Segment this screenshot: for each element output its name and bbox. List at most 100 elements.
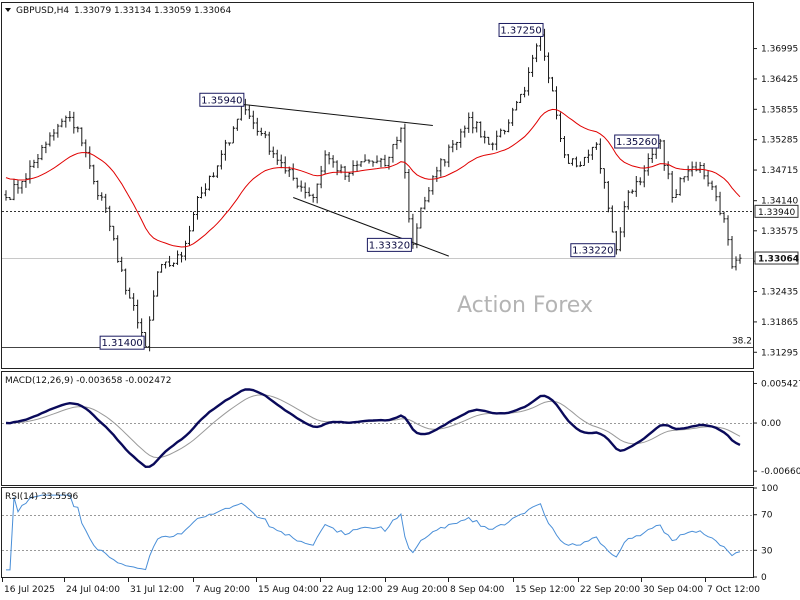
ohlc-bar [375, 155, 379, 164]
high-value: 1.33134 [114, 6, 151, 16]
ohlc-bar [12, 178, 16, 201]
ohlc-bar [562, 136, 567, 159]
ohlc-bar [128, 287, 132, 299]
header-dropdown-icon[interactable] [5, 8, 11, 12]
close-value: 1.33064 [194, 6, 231, 16]
ohlc-bar [175, 250, 180, 265]
price-label: 1.35940 [199, 92, 245, 107]
price-label: 1.33220 [570, 243, 616, 258]
ohlc-bar [698, 161, 702, 173]
time-tick-label: 24 Jul 04:00 [66, 585, 120, 595]
ohlc-bar [263, 130, 267, 139]
ohlc-bar [56, 123, 60, 138]
macd-tick-label: 0.00 [761, 419, 781, 429]
ohlc-bar [247, 104, 251, 119]
ohlc-bar [606, 181, 610, 213]
macd-tick-label: 0.005427 [761, 379, 800, 389]
ohlc-bar [638, 177, 642, 186]
price-label: 1.33320 [366, 237, 412, 252]
rsi-title: RSI(14) 33.5596 [5, 492, 78, 502]
ohlc-bar [574, 156, 579, 168]
ohlc-bar [88, 146, 92, 169]
ohlc-bar [586, 149, 591, 163]
ohlc-bar [558, 112, 563, 143]
ohlc-bar [319, 165, 323, 189]
ohlc-bar [718, 191, 722, 216]
ohlc-bar [714, 185, 718, 202]
time-tick-label: 22 Aug 12:00 [322, 585, 383, 595]
ohlc-bar [44, 141, 48, 154]
price-tick-label: 1.31865 [761, 318, 798, 328]
rsi-tick-label: 30 [761, 546, 773, 556]
ohlc-bar [52, 129, 56, 141]
ohlc-bar [363, 154, 367, 163]
ohlc-bar [682, 176, 686, 183]
ohlc-bar [295, 177, 299, 189]
svg-text:1.33220: 1.33220 [572, 246, 613, 257]
ohlc-bar [451, 139, 455, 153]
ohlc-bar [598, 138, 602, 174]
ohlc-bar [459, 128, 463, 148]
ohlc-bar [151, 290, 156, 321]
ohlc-bar [144, 331, 148, 348]
ohlc-bar [530, 54, 535, 77]
time-x-axis: 16 Jul 2025 24 Jul 04:00 31 Jul 12:00 7 Aug… [2, 578, 760, 595]
macd-panel-frame [1, 371, 754, 486]
price-tick-label: 1.35855 [761, 105, 798, 115]
ohlc-bar [211, 172, 216, 178]
ohlc-bar [646, 153, 650, 176]
macd-panel: MACD(12,26,9) -0.003658 -0.002472 0.0054… [1, 371, 800, 486]
ohlc-bar [642, 165, 646, 188]
ohlc-bar [279, 154, 283, 169]
ohlc-bar [291, 163, 295, 181]
ohlc-bar [391, 143, 395, 163]
price-tick-label: 1.32435 [761, 288, 798, 298]
ohlc-bar [710, 180, 714, 191]
ohlc-bar [80, 127, 84, 147]
ohlc-bar [383, 154, 387, 167]
ohlc-bar [203, 183, 208, 197]
low-value: 1.33059 [154, 6, 191, 16]
ohlc-bar [163, 261, 168, 269]
ohlc-bar [678, 177, 682, 196]
ohlc-bar [140, 318, 144, 339]
ohlc-bar [686, 165, 690, 181]
ohlc-bar [738, 254, 742, 264]
ohlc-bar [722, 211, 726, 223]
ohlc-bar [179, 251, 184, 263]
ohlc-bar [100, 192, 104, 201]
ohlc-bar [407, 168, 411, 223]
time-tick-label: 15 Aug 04:00 [258, 585, 319, 595]
ohlc-bar [487, 136, 491, 145]
price-label: 1.37250 [498, 22, 544, 37]
ohlc-bar [503, 129, 507, 135]
ohlc-bar [463, 125, 467, 138]
ohlc-bar [423, 196, 427, 210]
ohlc-bar [132, 293, 136, 311]
price-tick-label: 1.35285 [761, 136, 798, 146]
svg-text:1.35260: 1.35260 [616, 137, 657, 148]
fib-38-label: 38.2 [732, 337, 752, 347]
ohlc-bar [64, 115, 68, 128]
ohlc-bar [630, 189, 634, 194]
ohlc-bar [24, 173, 28, 188]
ohlc-bar [447, 144, 451, 168]
ohlc-bar [706, 171, 710, 187]
ohlc-bar [307, 187, 311, 197]
trendline[interactable] [293, 197, 449, 257]
macd-main-line [5, 388, 741, 469]
ohlc-bar [199, 186, 204, 199]
trendline[interactable] [241, 103, 433, 127]
ohlc-bar [351, 160, 355, 176]
ohlc-bar [395, 136, 399, 150]
ohlc-bar [371, 160, 375, 167]
ohlc-bar [60, 118, 64, 128]
ohlc-bar [259, 127, 263, 136]
ohlc-bar [48, 132, 52, 147]
ohlc-bar [359, 161, 363, 167]
time-tick-label: 29 Aug 20:00 [387, 585, 448, 595]
time-tick-label: 7 Aug 20:00 [195, 585, 250, 595]
open-value: 1.33079 [74, 6, 111, 16]
ohlc-bar [227, 142, 231, 146]
